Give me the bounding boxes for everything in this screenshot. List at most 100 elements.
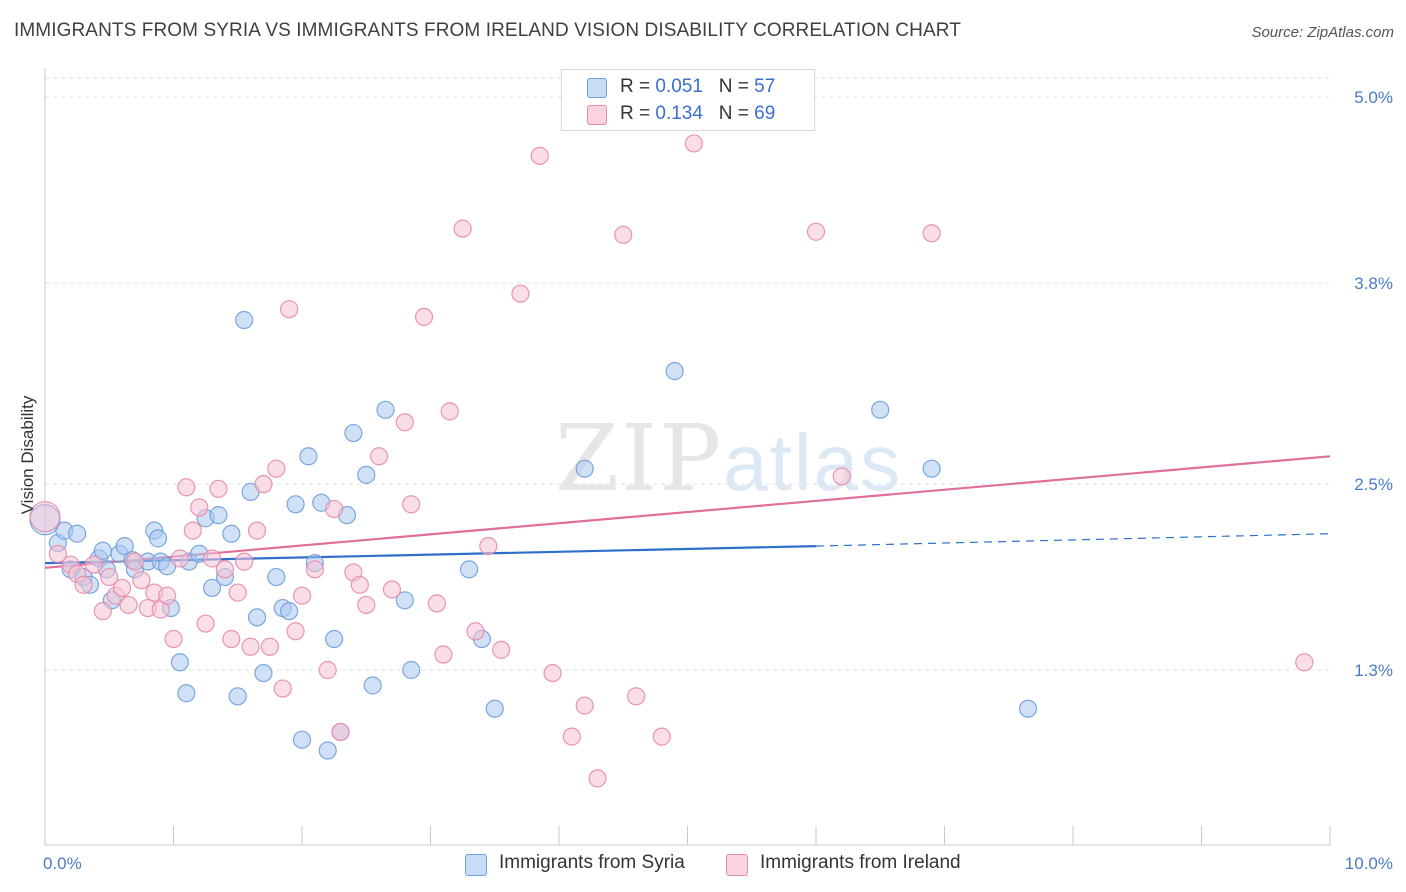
point-syria (344, 423, 363, 443)
point-ireland (100, 567, 119, 587)
point-ireland (652, 727, 671, 746)
point-syria (209, 506, 228, 525)
point-ireland (626, 687, 646, 706)
point-syria (376, 400, 395, 419)
point-ireland (402, 495, 421, 514)
point-ireland (331, 722, 350, 742)
point-ireland (183, 521, 202, 540)
point-ireland (370, 447, 389, 466)
point-syria (202, 578, 222, 598)
point-ireland (806, 222, 826, 241)
x-tick-label: 10.0% (1345, 854, 1393, 873)
point-syria (402, 660, 421, 680)
point-ireland (260, 637, 279, 656)
grid (45, 77, 1330, 671)
point-syria (247, 608, 267, 627)
point-ireland (209, 479, 228, 498)
point-ireland (614, 225, 633, 244)
point-ireland (241, 637, 260, 656)
point-syria (254, 663, 273, 683)
point-ireland (832, 467, 851, 486)
point-syria (318, 741, 337, 760)
y-axis-label: Vision Disability (18, 395, 37, 514)
point-ireland (530, 146, 549, 165)
point-ireland (466, 622, 485, 641)
point-ireland (575, 696, 594, 715)
point-ireland (132, 571, 151, 590)
point-ireland (382, 580, 402, 599)
point-syria (395, 591, 414, 610)
point-ireland (254, 475, 273, 494)
point-ireland (511, 284, 530, 303)
point-ireland (48, 544, 67, 563)
source-note: Source: ZipAtlas.com (1251, 24, 1394, 41)
trend-line-ireland (44, 455, 1331, 569)
point-ireland (280, 300, 299, 319)
point-ireland (164, 629, 183, 649)
legend: R = 0.051 N = 57 R = 0.134 N = 69 (561, 69, 815, 131)
legend-text-ireland: R = 0.134 N = 69 (620, 103, 775, 125)
point-ireland (350, 575, 369, 594)
y-tick-label: 2.5% (1354, 475, 1393, 494)
point-syria (871, 400, 890, 419)
point-syria (299, 447, 318, 466)
point-ireland (247, 521, 267, 540)
point-ireland (112, 578, 132, 598)
point-syria (177, 684, 196, 703)
legend-swatch-syria (587, 78, 607, 98)
point-syria (170, 653, 190, 672)
point-ireland (215, 560, 234, 579)
point-ireland (1295, 653, 1314, 672)
bottom-legend-label-syria: Immigrants from Syria (499, 852, 685, 873)
point-ireland (427, 594, 447, 613)
point-ireland (357, 595, 376, 615)
point-ireland (202, 549, 222, 568)
point-syria (222, 524, 241, 543)
point-ireland (273, 679, 292, 698)
point-syria (228, 687, 247, 706)
point-ireland (588, 769, 607, 788)
y-tick-label: 3.8% (1354, 274, 1393, 293)
point-ireland (119, 595, 138, 615)
point-ireland (414, 307, 434, 327)
point-ireland (492, 640, 511, 659)
point-ireland (543, 663, 562, 683)
point-syria (575, 459, 594, 478)
point-syria (115, 537, 134, 556)
point-ireland (170, 549, 190, 568)
legend-swatch-ireland (587, 105, 607, 125)
legend-r-value-syria: 0.051 (655, 76, 703, 97)
point-ireland (479, 537, 498, 556)
point-ireland (453, 219, 472, 238)
point-ireland (177, 478, 196, 497)
point-ireland (684, 134, 704, 153)
watermark-atlas: atlas (723, 418, 903, 507)
data-points (29, 100, 1314, 788)
point-ireland (84, 555, 103, 574)
bottom-legend-label-ireland: Immigrants from Ireland (760, 852, 961, 873)
legend-n-label: N = (718, 103, 755, 124)
watermark: ZIPatlas (555, 405, 902, 512)
point-ireland (190, 498, 209, 517)
point-ireland (286, 622, 305, 641)
point-ireland (434, 645, 453, 664)
point-syria (286, 495, 305, 514)
point-ireland (318, 660, 337, 680)
point-syria (267, 567, 286, 587)
point-ireland (440, 402, 459, 421)
point-syria (459, 560, 479, 579)
point-ireland (93, 602, 112, 621)
legend-r-value-ireland: 0.134 (655, 103, 703, 124)
y-tick-label: 1.3% (1354, 661, 1393, 680)
point-ireland (196, 614, 215, 633)
point-ireland (305, 560, 324, 579)
point-syria (235, 310, 254, 330)
legend-n-label: N = (718, 76, 755, 97)
point-ireland (922, 224, 941, 243)
point-syria (665, 362, 684, 381)
point-syria (68, 524, 87, 543)
point-ireland (29, 501, 61, 533)
point-syria (292, 730, 312, 749)
trend-lines (44, 455, 1331, 569)
watermark-zip: ZIP (555, 405, 724, 512)
